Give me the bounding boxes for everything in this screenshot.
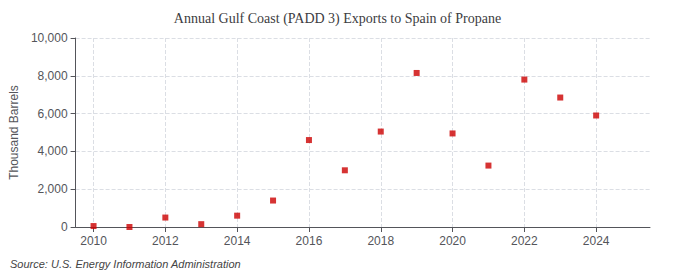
svg-text:10,000: 10,000 [31, 31, 68, 45]
svg-text:8,000: 8,000 [38, 69, 68, 83]
svg-text:2010: 2010 [80, 234, 107, 248]
svg-text:2,000: 2,000 [38, 182, 68, 196]
svg-text:Source: U.S. Energy Informatio: Source: U.S. Energy Information Administ… [10, 258, 241, 270]
svg-text:2020: 2020 [439, 234, 466, 248]
svg-text:2024: 2024 [583, 234, 610, 248]
svg-text:Thousand Barrels: Thousand Barrels [7, 85, 21, 180]
svg-text:2022: 2022 [511, 234, 538, 248]
svg-text:2016: 2016 [296, 234, 323, 248]
svg-text:4,000: 4,000 [38, 144, 68, 158]
svg-text:0: 0 [61, 220, 68, 234]
svg-text:6,000: 6,000 [38, 107, 68, 121]
svg-text:Annual Gulf Coast (PADD 3) Exp: Annual Gulf Coast (PADD 3) Exports to Sp… [174, 11, 501, 27]
svg-text:2014: 2014 [224, 234, 251, 248]
svg-text:2018: 2018 [367, 234, 394, 248]
svg-text:2012: 2012 [152, 234, 179, 248]
